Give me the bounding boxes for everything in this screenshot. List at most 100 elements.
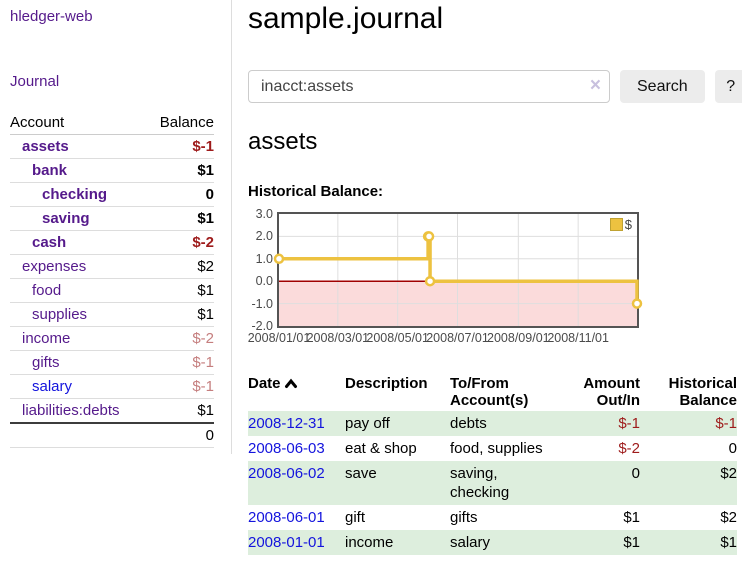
- legend-series-label: $: [624, 217, 632, 232]
- sidebar-account-row: supplies $1: [10, 302, 214, 327]
- accounts-header-balance: Balance: [146, 111, 214, 135]
- sidebar-total-balance: 0: [146, 422, 214, 448]
- register-header-description: Description: [345, 375, 428, 392]
- sidebar-account-row: checking 0: [10, 182, 214, 207]
- register-cell-tofrom: food, supplies: [450, 440, 543, 457]
- register-row: 2008-06-03 eat & shop food, supplies $-2 0: [248, 436, 737, 461]
- register-date-link[interactable]: 2008-12-31: [248, 415, 325, 432]
- sidebar-account-row: saving $1: [10, 206, 214, 231]
- sidebar-account-link[interactable]: gifts: [32, 354, 60, 371]
- balance-chart: $ 3.0 2.0 1.0 0.0 -1.0 -2.0 2008/01/01 2008/03/…: [248, 207, 742, 350]
- sidebar-account-link[interactable]: saving: [42, 210, 90, 227]
- register-cell-balance: $2: [720, 465, 737, 482]
- y-axis-tick-label: -1.0: [251, 296, 273, 311]
- register-row: 2008-12-31 pay off debts $-1 $-1: [248, 411, 737, 436]
- chart-title: Historical Balance:: [248, 183, 384, 200]
- register-date-link[interactable]: 2008-01-01: [248, 534, 325, 551]
- x-axis-tick-label: 2008/11/01: [547, 331, 609, 345]
- sidebar-account-balance: $1: [146, 158, 214, 183]
- sidebar-account-balance: $-2: [146, 230, 214, 255]
- main-content: sample.journal × Search ? assets Histori…: [232, 0, 742, 555]
- sidebar-account-row: salary $-1: [10, 374, 214, 399]
- clear-search-icon[interactable]: ×: [589, 75, 601, 96]
- register-cell-date: 2008-06-02: [248, 461, 345, 505]
- sidebar-account-row: bank $1: [10, 158, 214, 183]
- sort-asc-icon: [284, 376, 298, 393]
- register-cell-description: gift: [345, 509, 366, 526]
- register-cell-description: save: [345, 465, 377, 482]
- sidebar-account-row: assets $-1: [10, 134, 214, 159]
- accounts-table: Account Balance assets $-1 bank $1 checking 0…: [10, 111, 214, 448]
- register-cell-amount: $1: [623, 534, 640, 551]
- help-button[interactable]: ?: [714, 70, 742, 103]
- register-cell-description: pay off: [345, 415, 390, 432]
- search-bar: × Search ?: [248, 70, 742, 103]
- sidebar-account-link[interactable]: bank: [32, 162, 68, 179]
- accounts-header-account: Account: [10, 111, 147, 135]
- sidebar-account-balance: $-2: [146, 326, 214, 351]
- register-cell-amount: $1: [623, 509, 640, 526]
- register-cell-tofrom: salary: [450, 534, 491, 551]
- x-axis-tick-label: 2008/07/01: [426, 331, 489, 345]
- register-cell-date: 2008-06-03: [248, 436, 345, 461]
- y-axis-tick-label: 1.0: [255, 251, 273, 266]
- register-header-tofrom: To/From Account(s): [450, 375, 529, 409]
- register-cell-date: 2008-01-01: [248, 530, 345, 555]
- register-row: 2008-06-02 save saving, checking 0 $2: [248, 461, 737, 505]
- register-cell-date: 2008-12-31: [248, 411, 345, 436]
- chart-legend: $: [609, 217, 632, 232]
- sidebar-account-balance: $1: [146, 278, 214, 303]
- sidebar-account-link[interactable]: food: [32, 282, 62, 299]
- register-date-link[interactable]: 2008-06-02: [248, 465, 325, 482]
- x-axis-tick-label: 2008/09/01: [487, 331, 550, 345]
- sidebar-account-row: income $-2: [10, 326, 214, 351]
- register-cell-amount: 0: [631, 465, 640, 482]
- legend-swatch: [609, 218, 623, 231]
- register-cell-balance: $2: [720, 509, 737, 526]
- page-title: sample.journal: [248, 2, 444, 35]
- sidebar-account-balance: $-1: [146, 374, 214, 399]
- y-axis-tick-label: 0.0: [255, 274, 273, 289]
- register-cell-tofrom: debts: [450, 415, 487, 432]
- sidebar-account-link[interactable]: expenses: [22, 258, 87, 275]
- register-cell-tofrom: gifts: [450, 509, 478, 526]
- register-cell-amount: $-1: [618, 415, 640, 432]
- sidebar-account-link[interactable]: liabilities:debts: [22, 402, 120, 419]
- y-axis-tick-label: 3.0: [255, 207, 273, 221]
- register-date-link[interactable]: 2008-06-01: [248, 509, 325, 526]
- sidebar-account-balance: $-1: [146, 134, 214, 159]
- search-button[interactable]: Search: [620, 70, 705, 103]
- sidebar-account-balance: $-1: [146, 350, 214, 375]
- chart-plot-area[interactable]: $: [273, 212, 643, 328]
- register-header-date[interactable]: Date: [248, 373, 345, 411]
- sidebar-account-row: expenses $2: [10, 254, 214, 279]
- register-table: Date Description To/From Account(s) Amou…: [248, 373, 737, 555]
- search-input[interactable]: [248, 70, 610, 103]
- sidebar-account-link[interactable]: assets: [22, 138, 69, 155]
- register-header-balance: Historical Balance: [668, 375, 737, 409]
- register-row: 2008-06-01 gift gifts $1 $2: [248, 505, 737, 530]
- register-cell-amount: $-2: [618, 440, 640, 457]
- sidebar-account-link[interactable]: checking: [42, 186, 108, 203]
- x-axis-tick-label: 2008/03/01: [306, 331, 370, 345]
- register-cell-balance: 0: [728, 440, 737, 457]
- x-axis-tick-label: 2008/05/01: [366, 331, 429, 345]
- journal-nav-link[interactable]: Journal: [10, 73, 60, 90]
- sidebar-account-link[interactable]: income: [22, 330, 71, 347]
- sidebar-account-link[interactable]: supplies: [32, 306, 88, 323]
- register-row: 2008-01-01 income salary $1 $1: [248, 530, 737, 555]
- app-title-link[interactable]: hledger-web: [10, 8, 93, 25]
- y-axis-tick-label: -2.0: [251, 319, 273, 333]
- y-axis-tick-label: 2.0: [255, 229, 273, 244]
- sidebar-account-link[interactable]: cash: [32, 234, 67, 251]
- x-axis-tick-label: 2008/01/01: [247, 331, 311, 345]
- register-date-link[interactable]: 2008-06-03: [248, 440, 325, 457]
- sidebar-account-row: food $1: [10, 278, 214, 303]
- account-heading: assets: [248, 128, 318, 155]
- sidebar-account-balance: $1: [146, 302, 214, 327]
- sidebar-account-link[interactable]: salary: [32, 378, 73, 395]
- page: hledger-web Journal Account Balance asse…: [10, 0, 742, 555]
- register-cell-tofrom: saving, checking: [450, 465, 510, 501]
- register-cell-balance: $1: [720, 534, 737, 551]
- sidebar-account-balance: 0: [146, 182, 214, 207]
